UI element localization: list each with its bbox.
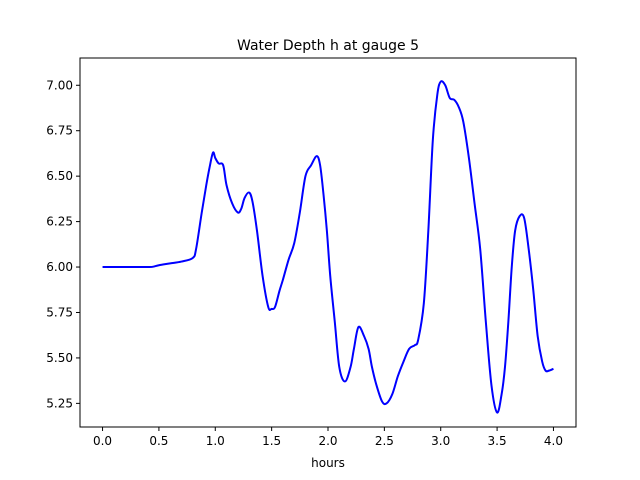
x-tick-label: 0.0	[93, 434, 112, 448]
x-tick-label: 3.0	[431, 434, 450, 448]
x-tick-label: 3.5	[488, 434, 507, 448]
x-axis: 0.0 0.5 1.0 1.5 2.0 2.5 3.0 3.5 4.0	[93, 427, 563, 448]
y-tick-label: 7.00	[46, 78, 73, 92]
x-tick-label: 4.0	[544, 434, 563, 448]
y-tick-label: 6.25	[46, 215, 73, 229]
chart-title: Water Depth h at gauge 5	[237, 38, 419, 54]
x-tick-label: 1.0	[206, 434, 225, 448]
x-tick-label: 2.5	[375, 434, 394, 448]
x-tick-label: 2.0	[318, 434, 337, 448]
series-line	[102, 80, 554, 414]
y-tick-label: 6.00	[46, 260, 73, 274]
y-axis: 5.25 5.50 5.75 6.00 6.25 6.50 6.75 7.00	[46, 78, 80, 410]
y-tick-label: 6.50	[46, 169, 73, 183]
x-axis-label: hours	[311, 456, 345, 470]
y-tick-label: 5.50	[46, 351, 73, 365]
y-tick-label: 5.75	[46, 305, 73, 319]
x-tick-label: 1.5	[262, 434, 281, 448]
y-tick-label: 5.25	[46, 396, 73, 410]
x-tick-label: 0.5	[149, 434, 168, 448]
y-tick-label: 6.75	[46, 124, 73, 138]
